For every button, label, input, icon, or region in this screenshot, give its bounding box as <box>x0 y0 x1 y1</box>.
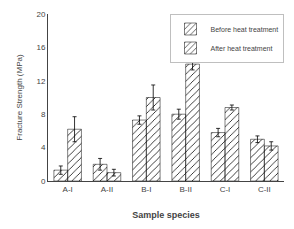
svg-text:Fracture Strength (MPa): Fracture Strength (MPa) <box>15 54 24 141</box>
svg-text:4: 4 <box>41 143 46 152</box>
svg-text:20: 20 <box>36 10 45 19</box>
svg-text:C-I: C-I <box>220 185 231 194</box>
svg-text:B-II: B-II <box>179 185 191 194</box>
svg-text:Before heat treatment: Before heat treatment <box>211 26 279 33</box>
svg-text:A-II: A-II <box>101 185 113 194</box>
svg-text:B-I: B-I <box>141 185 151 194</box>
svg-text:0: 0 <box>41 177 46 186</box>
svg-text:C-II: C-II <box>258 185 271 194</box>
svg-text:16: 16 <box>36 43 45 52</box>
svg-text:After heat treatment: After heat treatment <box>211 45 273 52</box>
svg-text:8: 8 <box>41 110 46 119</box>
svg-text:Sample species: Sample species <box>132 210 200 220</box>
svg-text:A-I: A-I <box>63 185 73 194</box>
svg-text:12: 12 <box>36 77 45 86</box>
